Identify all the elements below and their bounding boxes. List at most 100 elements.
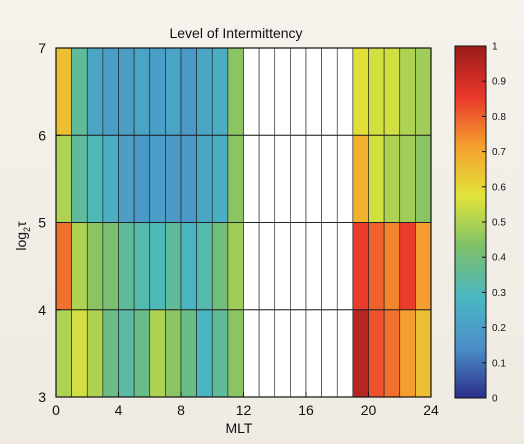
x-tick-label: 16 — [298, 402, 314, 418]
heatmap-cell — [321, 134, 338, 223]
heatmap-cell — [368, 47, 385, 136]
heatmap-cell — [336, 309, 354, 398]
heatmap-cell — [227, 309, 244, 398]
svg-text:log2τ: log2τ — [13, 221, 32, 251]
chart-title: Level of Intermittency — [169, 25, 302, 41]
y-tick-label: 7 — [38, 40, 46, 56]
heatmap-cell — [149, 222, 166, 311]
heatmap-cell — [290, 134, 307, 223]
heatmap-cell — [274, 47, 291, 136]
heatmap-cell — [211, 134, 229, 223]
heatmap-cell — [243, 309, 260, 398]
heatmap-cell — [55, 134, 72, 223]
heatmap-cell — [133, 309, 151, 398]
heatmap-cell — [165, 222, 182, 311]
heatmap-cell — [383, 47, 401, 136]
y-axis-label-symbol: τ — [13, 221, 29, 227]
y-axis-label: log2τ — [13, 221, 32, 251]
heatmap-cell — [258, 47, 276, 136]
colorbar-gradient — [454, 45, 487, 399]
colorbar-tick-label: 1 — [492, 42, 498, 53]
heatmap-cell — [71, 134, 88, 223]
x-tick-label: 8 — [177, 402, 185, 418]
heatmap-cell — [165, 47, 182, 136]
heatmap-cell — [102, 222, 119, 311]
heatmap-cell — [383, 309, 401, 398]
heatmap-cell — [118, 222, 135, 311]
heatmap-cell — [415, 222, 432, 311]
heatmap-cell — [321, 47, 338, 136]
heatmap-cell — [102, 47, 119, 136]
heatmap-cell — [336, 222, 354, 311]
heatmap-cell — [102, 309, 119, 398]
heatmap-cell — [415, 47, 432, 136]
heatmap-cell — [305, 134, 322, 223]
heatmap-cell — [196, 222, 213, 311]
heatmap-cell — [180, 309, 197, 398]
heatmap-cell — [86, 309, 104, 398]
heatmap-cell — [211, 222, 229, 311]
x-tick-label: 4 — [115, 402, 123, 418]
heatmap-cell — [399, 134, 416, 223]
heatmap-cell — [336, 134, 354, 223]
heatmap-cell — [352, 309, 369, 398]
heatmap-cell — [274, 222, 291, 311]
x-tick-label: 12 — [236, 402, 252, 418]
colorbar: 0 0.1 0.2 0.3 0.4 0.5 0.6 0.7 0.8 0.9 1 — [454, 42, 506, 405]
colorbar-tick-label: 0.7 — [492, 147, 506, 158]
colorbar-tick-label: 0.5 — [492, 218, 506, 229]
heatmap-cell — [368, 309, 385, 398]
heatmap-cell — [165, 309, 182, 398]
heatmap-cell — [399, 222, 416, 311]
heatmap-cell — [368, 222, 385, 311]
heatmap-cell — [258, 134, 276, 223]
heatmap-cell — [290, 222, 307, 311]
heatmap-cell — [196, 134, 213, 223]
plot-area — [55, 47, 432, 398]
colorbar-tick-label: 0.6 — [492, 182, 506, 193]
heatmap-cell — [243, 134, 260, 223]
heatmap-cell — [243, 222, 260, 311]
heatmap-cell — [149, 47, 166, 136]
heatmap-cell — [86, 134, 104, 223]
heatmap-cell — [274, 134, 291, 223]
y-tick-label: 3 — [38, 389, 46, 405]
heatmap-cell — [118, 47, 135, 136]
heatmap-cell — [336, 47, 354, 136]
heatmap-cell — [180, 134, 197, 223]
heatmap-cell — [55, 309, 72, 398]
heatmap-cell — [180, 222, 197, 311]
heatmap-cell — [227, 47, 244, 136]
heatmap-cell — [415, 309, 432, 398]
heatmap-cell — [352, 134, 369, 223]
heatmap-cell — [196, 309, 213, 398]
heatmap-cell — [149, 134, 166, 223]
colorbar-tick-label: 0.1 — [492, 358, 506, 369]
y-tick-label: 4 — [38, 302, 46, 318]
heatmap-cell — [321, 309, 338, 398]
heatmap-cell — [368, 134, 385, 223]
heatmap-cell — [86, 47, 104, 136]
x-axis-ticks: 0 4 8 12 16 20 24 — [52, 392, 439, 418]
heatmap-cell — [133, 134, 151, 223]
heatmap-cell — [258, 222, 276, 311]
heatmap-cell — [133, 222, 151, 311]
heatmap-cell — [305, 309, 322, 398]
y-tick-label: 6 — [38, 127, 46, 143]
heatmap-cell — [211, 47, 229, 136]
heatmap-cell — [71, 309, 88, 398]
y-axis-label-base: log — [13, 232, 29, 251]
heatmap-cell — [118, 134, 135, 223]
heatmap-cell — [211, 309, 229, 398]
heatmap-cell — [352, 222, 369, 311]
heatmap-cell — [274, 309, 291, 398]
heatmap-cell — [305, 47, 322, 136]
heatmap-cell — [415, 134, 432, 223]
y-tick-label: 5 — [38, 215, 46, 231]
heatmap-cell — [383, 134, 401, 223]
x-tick-label: 0 — [52, 402, 60, 418]
x-tick-label: 20 — [361, 402, 377, 418]
heatmap-cell — [71, 222, 88, 311]
heatmap-cell — [258, 309, 276, 398]
